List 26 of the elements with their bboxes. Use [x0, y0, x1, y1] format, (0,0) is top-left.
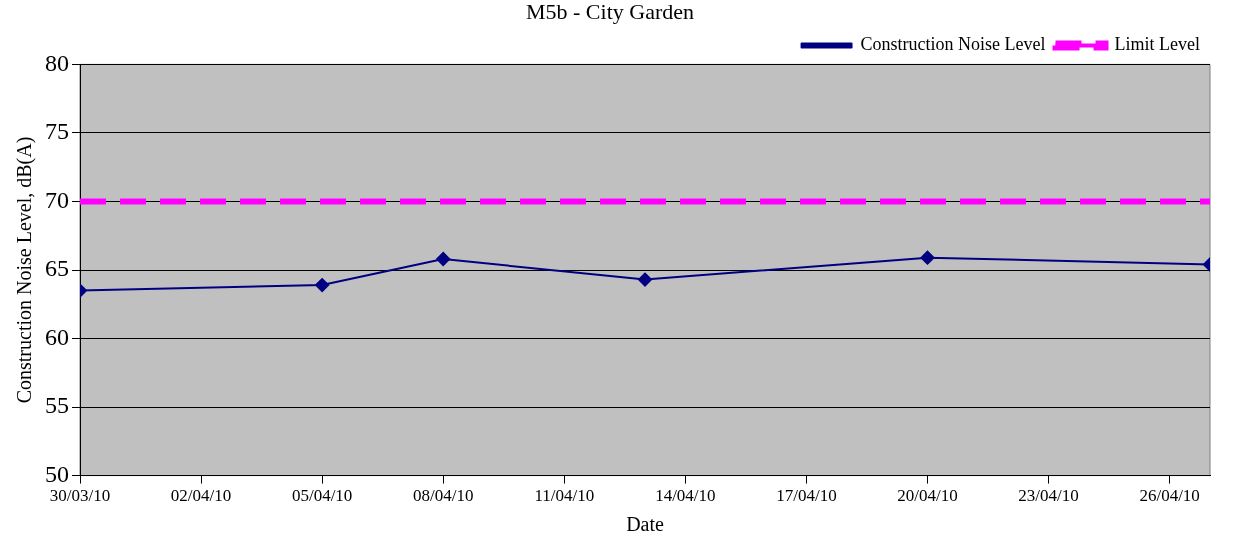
- x-tick-label: 20/04/10: [897, 486, 958, 506]
- y-tick-label: 60: [45, 323, 69, 350]
- x-tick-label: 11/04/10: [534, 486, 595, 506]
- y-tick-label: 70: [45, 186, 69, 213]
- y-tick-label: 50: [45, 460, 69, 487]
- legend-label: Construction Noise Level: [860, 34, 1046, 55]
- point: [436, 252, 451, 267]
- y-axis-title: Construction Noise Level, dB(A): [13, 136, 37, 404]
- x-tick-label: 05/04/10: [291, 486, 353, 506]
- x-tick-label: 08/04/10: [412, 486, 474, 506]
- point: [638, 272, 652, 287]
- x-tick-label: 17/04/10: [776, 486, 837, 506]
- chart-title: M5b - City Garden: [525, 0, 695, 24]
- point: [920, 250, 935, 265]
- y-tick-label: 80: [45, 49, 69, 76]
- x-tick-label: 30/03/10: [49, 486, 111, 506]
- point: [315, 278, 330, 293]
- x-tick-label: 02/04/10: [170, 486, 232, 506]
- y-tick-label: 55: [45, 392, 69, 419]
- legend-label: Limit Level: [1114, 34, 1201, 55]
- x-tick-label: 26/04/10: [1139, 486, 1200, 506]
- x-axis-title: Date: [626, 513, 664, 536]
- y-tick-label: 75: [45, 118, 69, 145]
- y-tick-label: 65: [45, 255, 69, 282]
- x-tick-label: 23/04/10: [1018, 486, 1079, 506]
- x-tick-label: 14/04/10: [655, 486, 716, 506]
